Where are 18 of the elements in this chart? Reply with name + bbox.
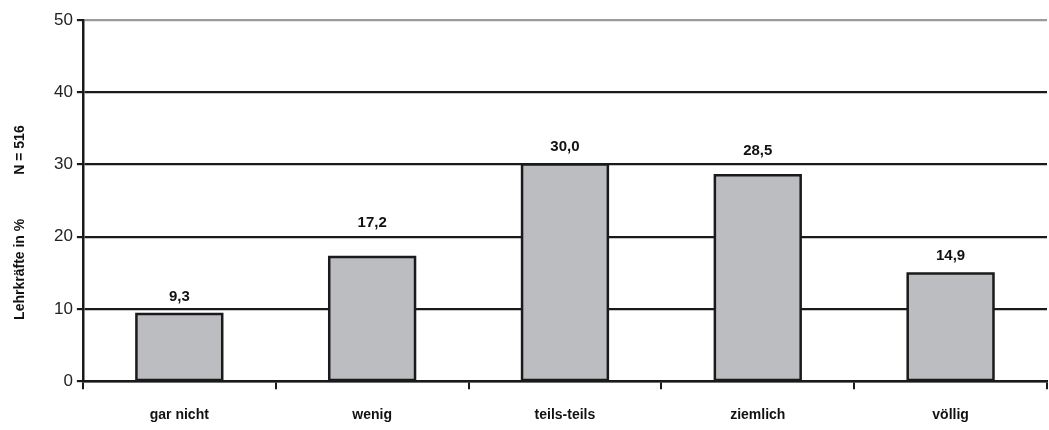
x-tick-label: wenig bbox=[351, 406, 392, 423]
y-axis-title: Lehrkräfte in % bbox=[10, 218, 27, 320]
y-tick-label: 40 bbox=[53, 81, 73, 101]
x-tick-label: teils-teils bbox=[534, 406, 596, 423]
x-tick-label: ziemlich bbox=[730, 406, 786, 423]
text: N = 516 bbox=[10, 125, 27, 175]
y-tick-label: 30 bbox=[53, 154, 73, 174]
data-label: 14,9 bbox=[935, 246, 966, 264]
y-tick-label: 0 bbox=[63, 370, 73, 390]
data-label: 28,5 bbox=[743, 141, 773, 159]
x-tick-label: völlig bbox=[932, 406, 969, 423]
x-tick-label: gar nicht bbox=[149, 406, 210, 423]
data-label: 17,2 bbox=[357, 213, 387, 231]
data-label: 30,0 bbox=[550, 137, 580, 155]
data-label: 9,3 bbox=[168, 286, 190, 304]
y-tick-label: 50 bbox=[53, 9, 73, 29]
y-tick-label: 10 bbox=[53, 298, 73, 318]
y-tick-label: 20 bbox=[53, 226, 73, 246]
